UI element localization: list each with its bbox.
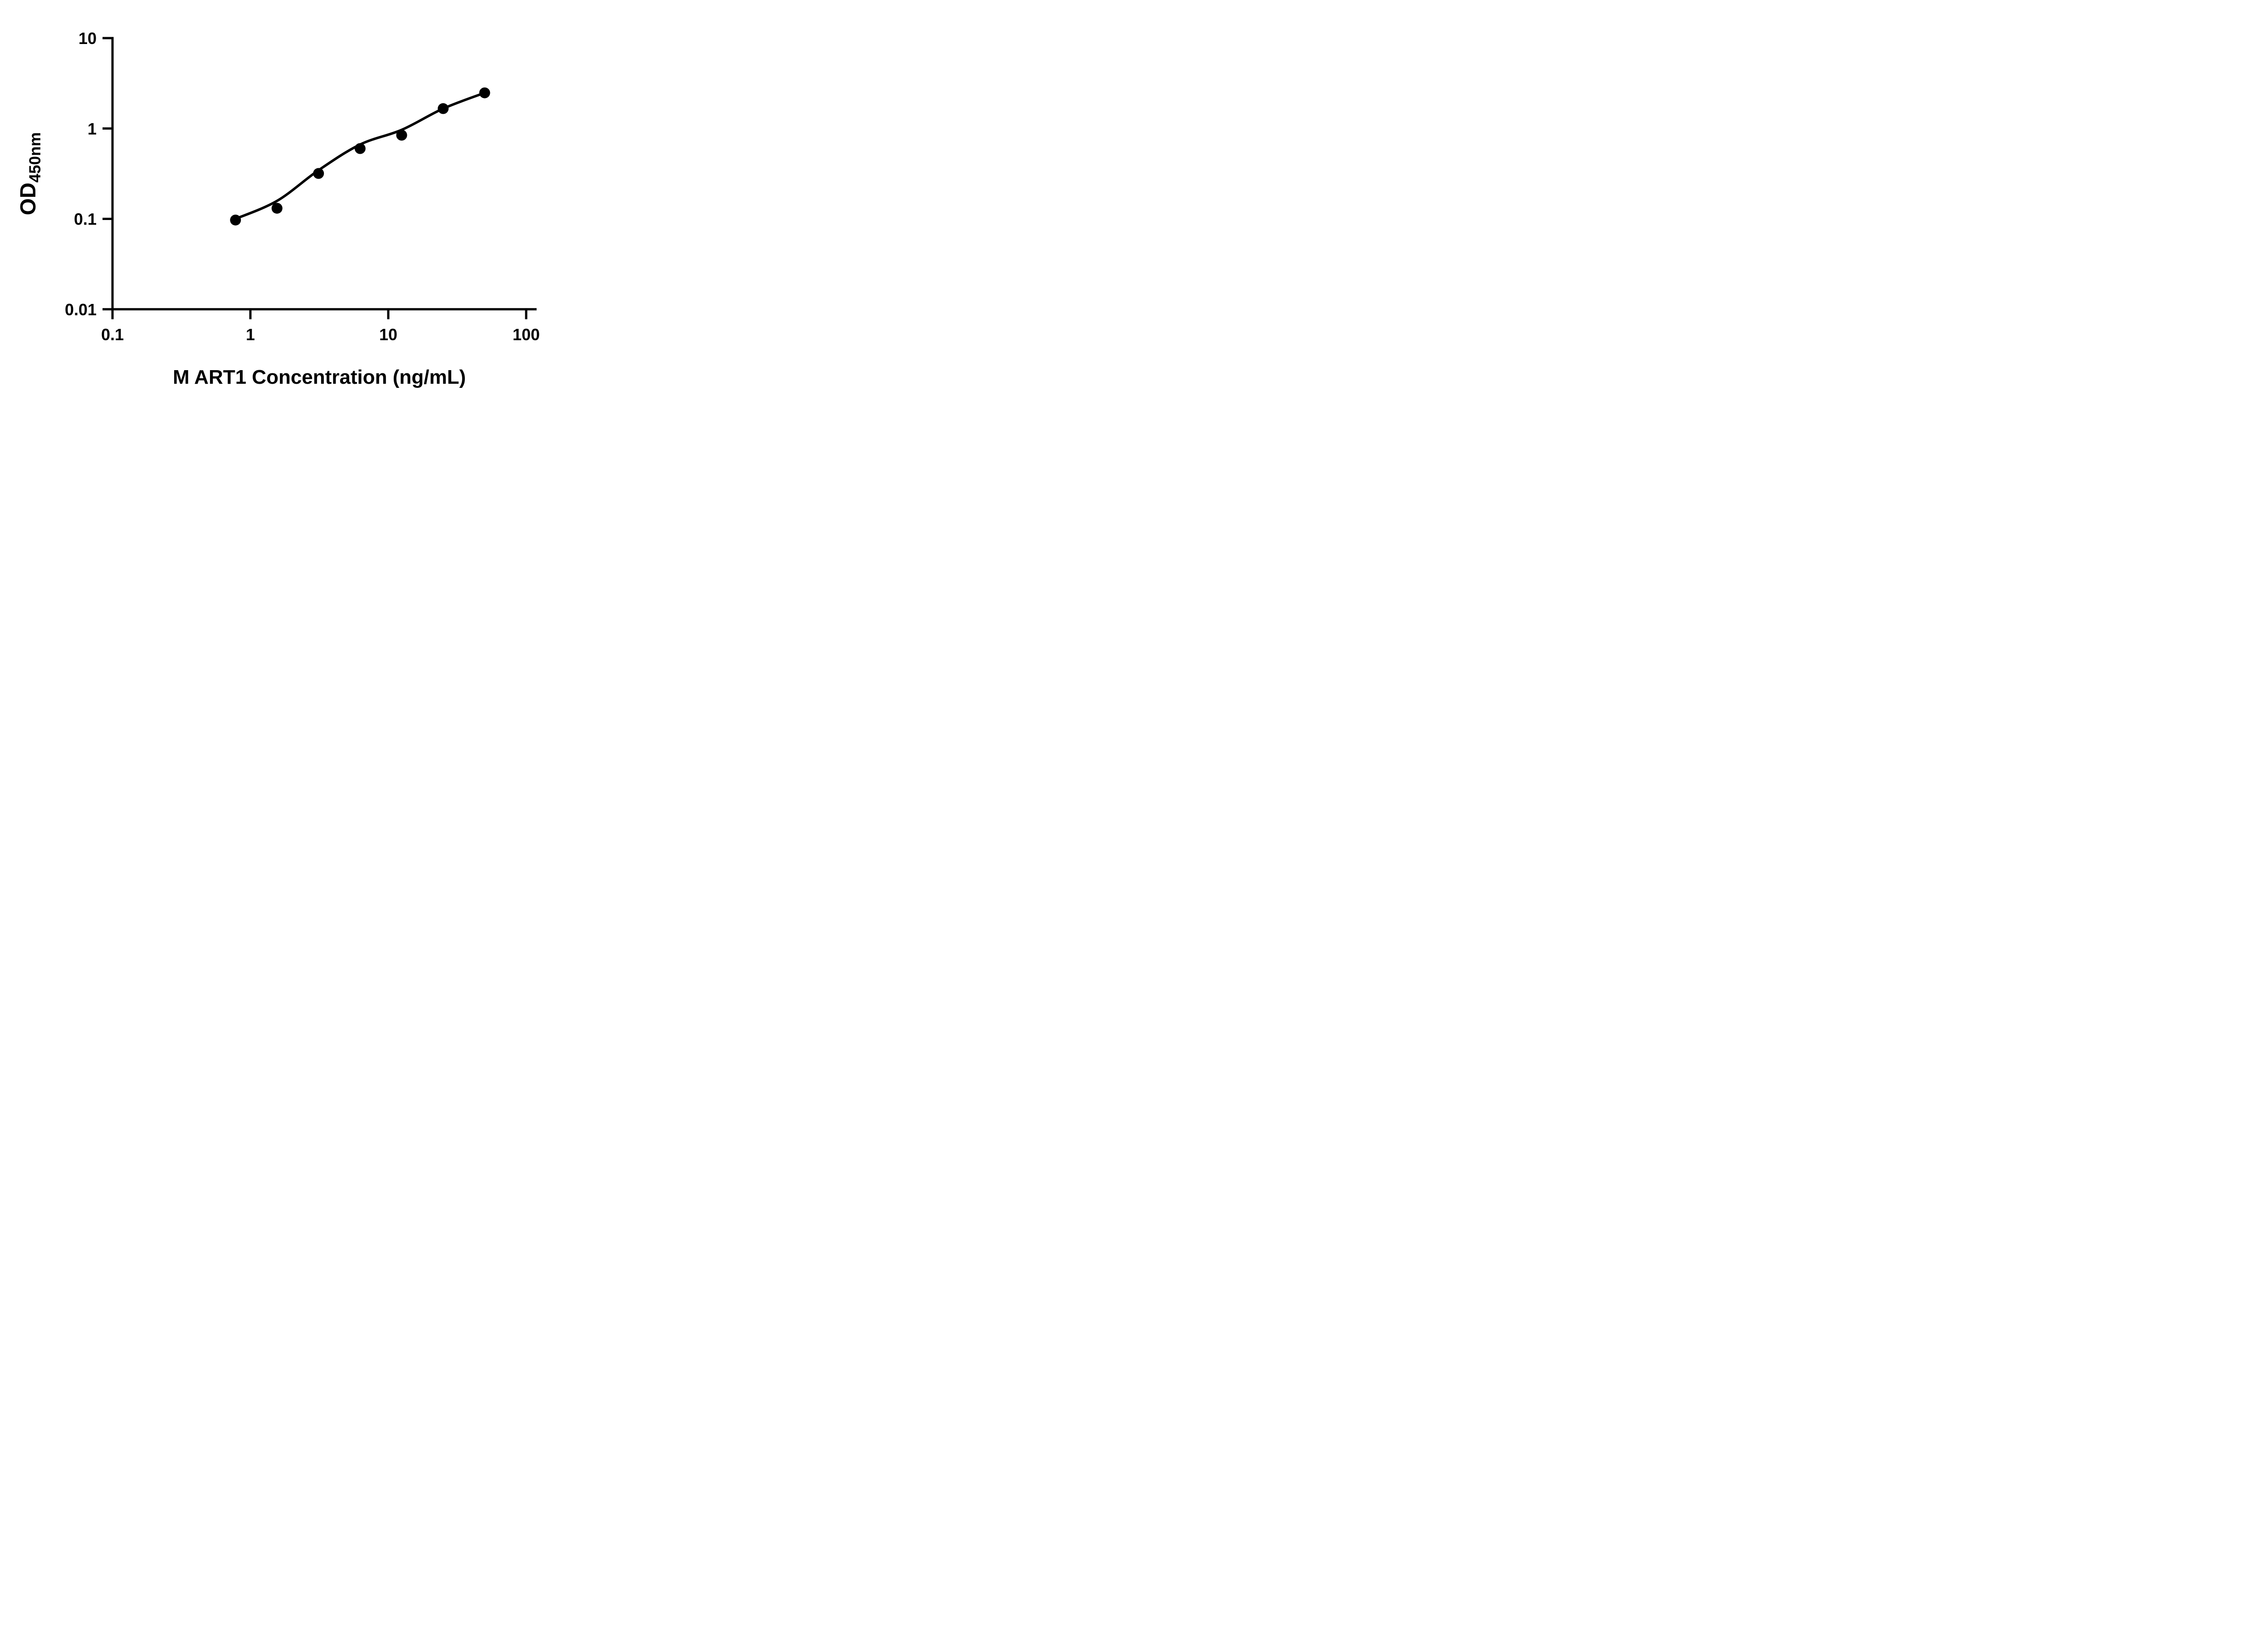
data-point [396,130,407,141]
x-tick-label: 0.1 [101,325,124,344]
y-axis-title-main: OD [16,182,40,215]
data-point [313,168,324,179]
y-axis-title: OD450nm [16,132,44,215]
data-point [354,143,366,154]
x-axis-title: M ART1 Concentration (ng/mL) [173,366,466,388]
axes-group [111,37,537,311]
y-axis-title-subscript: 450nm [26,132,44,183]
elisa-standard-curve-figure: 10 1 0.1 0.01 0.1 1 10 100 M ART1 Concentration… [0,0,583,408]
y-tick-label: 0.01 [65,300,97,319]
x-tick-label: 1 [246,325,255,344]
data-point [438,103,449,114]
x-tick-label: 100 [513,325,540,344]
x-tick-label: 10 [379,325,397,344]
data-points-group [230,87,490,226]
y-tick-label: 10 [78,29,97,48]
data-point [230,215,241,226]
ticks-group [103,37,528,319]
y-tick-label: 1 [88,119,97,138]
y-tick-label: 0.1 [74,210,97,229]
data-point [271,203,283,214]
data-point [479,87,490,98]
